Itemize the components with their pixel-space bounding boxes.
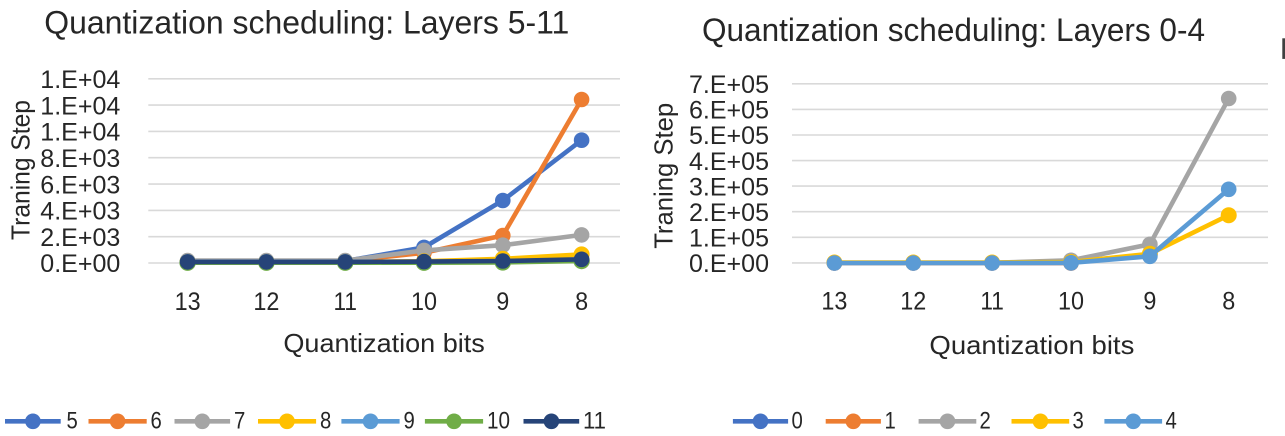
svg-text:5.E+05: 5.E+05 <box>689 122 769 150</box>
svg-text:2.E+05: 2.E+05 <box>689 199 769 227</box>
svg-text:4.E+03: 4.E+03 <box>40 198 120 226</box>
svg-text:6.E+05: 6.E+05 <box>689 97 769 125</box>
svg-text:1.E+05: 1.E+05 <box>689 225 769 253</box>
svg-text:5: 5 <box>67 407 78 434</box>
svg-text:10: 10 <box>487 407 510 434</box>
svg-text:3.E+05: 3.E+05 <box>689 173 769 201</box>
svg-text:0.E+00: 0.E+00 <box>40 250 120 278</box>
svg-text:1.E+04: 1.E+04 <box>40 119 120 147</box>
svg-text:Quantization bits: Quantization bits <box>929 330 1134 360</box>
svg-text:Quantization scheduling: Layer: Quantization scheduling: Layers 5-11 <box>44 5 569 41</box>
svg-text:3: 3 <box>1073 407 1084 434</box>
svg-text:8: 8 <box>1222 288 1235 316</box>
svg-text:11: 11 <box>333 288 357 316</box>
svg-text:1.E+04: 1.E+04 <box>40 92 120 120</box>
svg-text:10: 10 <box>411 288 437 316</box>
svg-text:Quantization bits: Quantization bits <box>283 328 484 358</box>
svg-text:13: 13 <box>821 288 847 316</box>
svg-text:6: 6 <box>151 407 162 434</box>
svg-text:1: 1 <box>885 407 896 434</box>
svg-text:4: 4 <box>1166 407 1177 434</box>
svg-text:4.E+05: 4.E+05 <box>689 148 769 176</box>
svg-text:13: 13 <box>175 288 201 316</box>
svg-text:2.E+03: 2.E+03 <box>40 224 120 252</box>
svg-text:10: 10 <box>1058 288 1084 316</box>
svg-text:0: 0 <box>792 407 803 434</box>
svg-text:9: 9 <box>404 407 415 434</box>
svg-text:Traning Step: Traning Step <box>5 100 35 240</box>
svg-text:8.E+03: 8.E+03 <box>40 145 120 173</box>
svg-text:6.E+03: 6.E+03 <box>40 171 120 199</box>
svg-text:12: 12 <box>253 288 279 316</box>
svg-text:7: 7 <box>234 407 245 434</box>
svg-text:12: 12 <box>900 288 926 316</box>
svg-text:8: 8 <box>575 288 588 316</box>
svg-text:8: 8 <box>320 407 331 434</box>
svg-text:9: 9 <box>496 288 509 316</box>
svg-text:0.E+00: 0.E+00 <box>689 250 769 278</box>
svg-text:7.E+05: 7.E+05 <box>689 71 769 99</box>
svg-text:Traning Step: Traning Step <box>649 103 679 249</box>
svg-text:9: 9 <box>1143 288 1156 316</box>
svg-text:2: 2 <box>980 407 991 434</box>
svg-text:Quantization scheduling: Layer: Quantization scheduling: Layers 0-4 <box>702 12 1205 48</box>
svg-text:11: 11 <box>583 407 606 434</box>
svg-text:11: 11 <box>980 288 1004 316</box>
svg-text:1.E+04: 1.E+04 <box>40 66 120 94</box>
